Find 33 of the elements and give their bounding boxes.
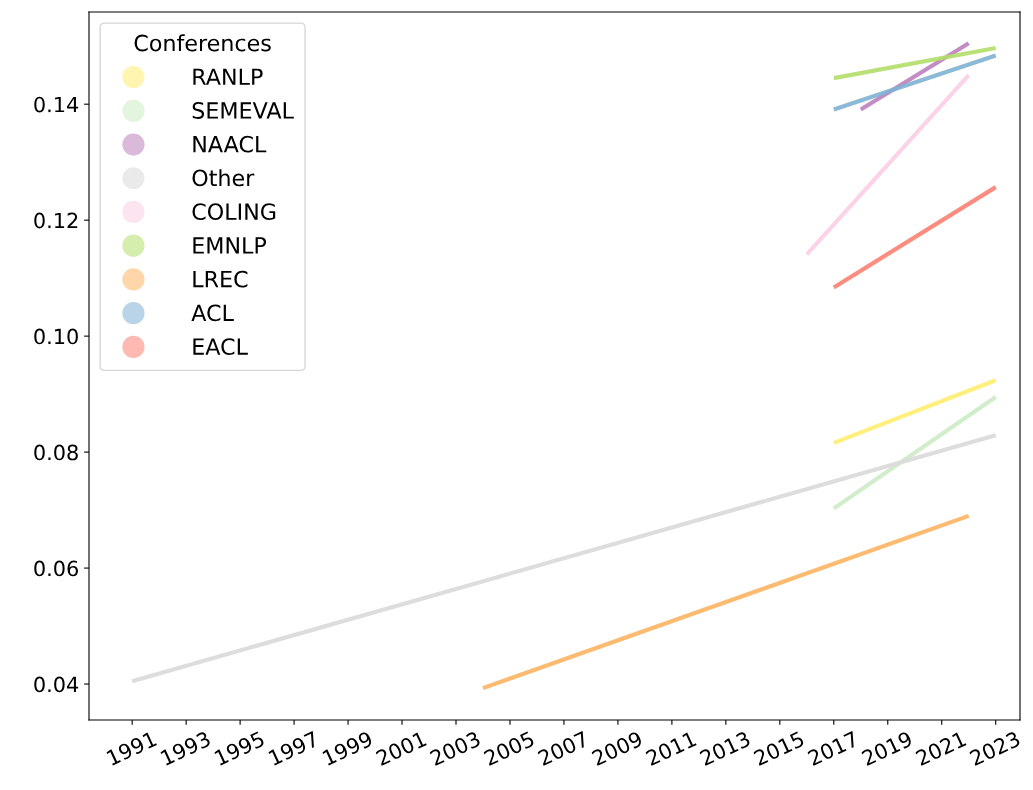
x-tick-label: 1997 xyxy=(268,730,320,766)
y-tick-label: 0.12 xyxy=(34,212,78,229)
y-tick-label: 0.06 xyxy=(34,560,78,577)
x-tick-label: 1999 xyxy=(322,730,374,766)
legend-label: SEMEVAL xyxy=(192,102,294,119)
legend-label: Other xyxy=(192,169,255,187)
y-tick-label: 0.08 xyxy=(34,444,78,461)
legend-title: Conferences xyxy=(134,34,271,52)
x-tick-label: 1993 xyxy=(160,730,212,766)
x-tick-label: 2019 xyxy=(861,730,914,767)
x-tick-label: 2009 xyxy=(591,730,644,767)
x-tick-label: 2013 xyxy=(699,730,751,767)
x-tick-label: 2015 xyxy=(753,730,805,767)
x-tick-label: 2021 xyxy=(914,730,967,767)
legend-label: LREC xyxy=(193,270,248,288)
x-tick-label: 2003 xyxy=(429,730,482,767)
legend-label: RANLP xyxy=(193,68,263,85)
x-tick-label: 2001 xyxy=(375,730,427,767)
x-tick-label: 2011 xyxy=(645,730,697,767)
legend-label: NAACL xyxy=(193,135,267,153)
x-tick-label: 2017 xyxy=(807,730,859,767)
y-tick-label: 0.14 xyxy=(34,96,79,113)
x-tick-label: 2023 xyxy=(968,730,1021,767)
x-tick-label: 2007 xyxy=(537,730,589,767)
y-tick-label: 0.10 xyxy=(34,328,78,345)
legend-label: EACL xyxy=(193,338,248,355)
legend-label: ACL xyxy=(191,304,234,322)
legend-label: EMNLP xyxy=(193,237,267,254)
x-tick-label: 1991 xyxy=(106,730,158,766)
x-tick-label: 2005 xyxy=(483,730,535,767)
x-tick-label: 1995 xyxy=(214,730,266,766)
y-tick-label: 0.04 xyxy=(34,676,79,693)
legend-label: COLING xyxy=(192,203,276,221)
